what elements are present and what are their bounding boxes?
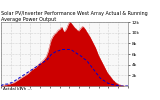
- Text: Actual kWh ---: Actual kWh ---: [3, 87, 32, 91]
- Text: Solar PV/Inverter Performance West Array Actual & Running Average Power Output: Solar PV/Inverter Performance West Array…: [1, 11, 148, 22]
